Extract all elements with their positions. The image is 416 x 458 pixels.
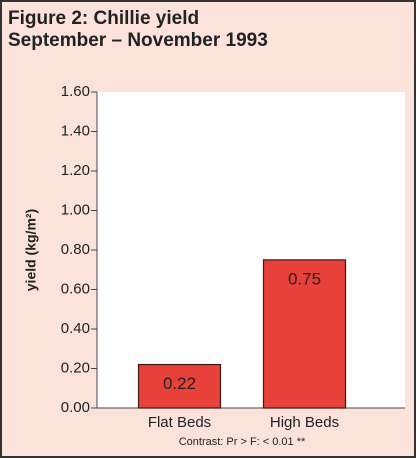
y-axis-label: yield (kg/m²) bbox=[23, 209, 39, 291]
value-label: 0.75 bbox=[288, 269, 321, 288]
chart-title: Figure 2: Chillie yield bbox=[8, 8, 199, 29]
y-tick-label: 1.20 bbox=[61, 162, 90, 179]
y-tick-label: 0.00 bbox=[61, 399, 90, 416]
x-tick-label: Flat Beds bbox=[148, 414, 211, 431]
bar bbox=[137, 363, 222, 409]
y-tick-label: 0.60 bbox=[61, 280, 90, 297]
y-tick-label: 0.80 bbox=[61, 241, 90, 258]
y-tick-label: 1.00 bbox=[61, 201, 90, 218]
plot-area bbox=[97, 92, 405, 408]
bar bbox=[262, 259, 347, 409]
annotation: Contrast: Pr > F: < 0.01 ** bbox=[179, 436, 306, 448]
y-tick-label: 0.20 bbox=[61, 359, 90, 376]
y-tick-label: 1.60 bbox=[61, 83, 90, 100]
chart-subtitle: September – November 1993 bbox=[8, 30, 268, 51]
y-tick-label: 1.40 bbox=[61, 122, 90, 139]
y-tick-label: 0.40 bbox=[61, 320, 90, 337]
value-label: 0.22 bbox=[163, 374, 196, 393]
x-tick-label: High Beds bbox=[270, 414, 339, 431]
